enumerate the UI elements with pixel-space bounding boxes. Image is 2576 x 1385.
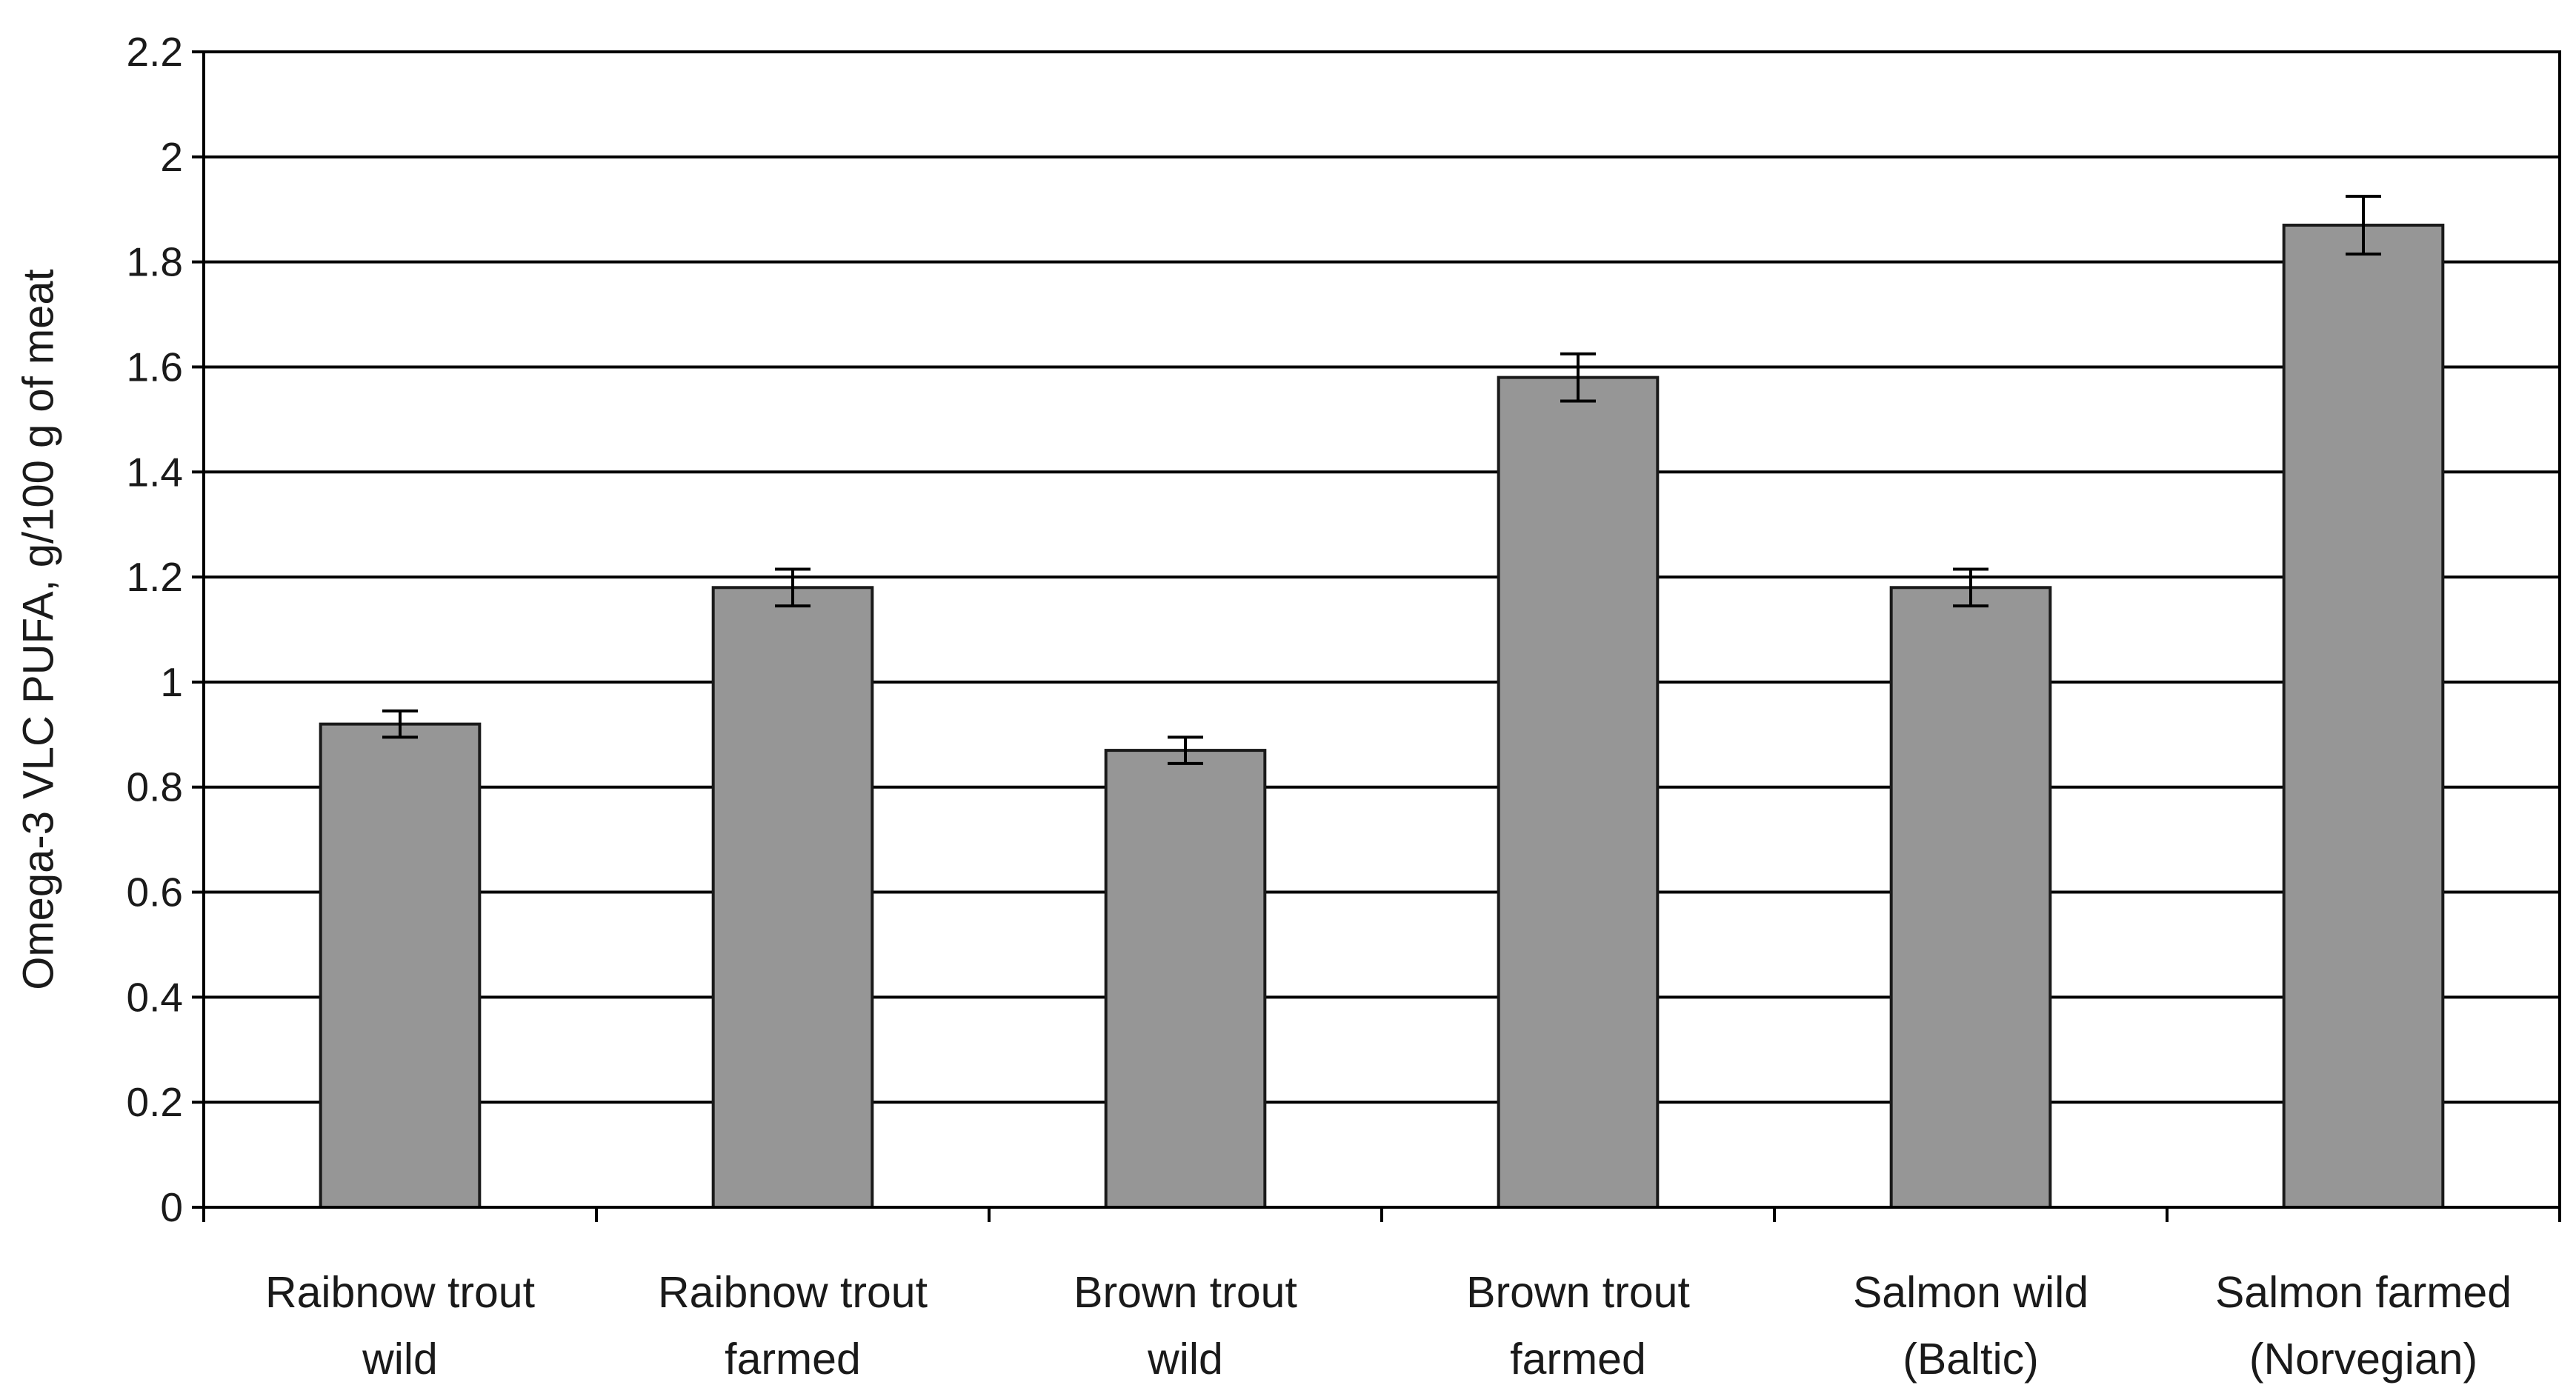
bar	[319, 722, 482, 1209]
x-tick-label: Brown trout	[1074, 1268, 1297, 1317]
x-tick-label: farmed	[725, 1335, 861, 1384]
plot-frame	[202, 50, 2561, 1209]
y-tick-labels: 0 0.2 0.4 0.6 0.8 1 1.2 1.4 1.6 1.8 2 2.2	[127, 29, 183, 1230]
y-tick-label: 1.4	[127, 449, 183, 495]
bar	[2282, 224, 2445, 1209]
x-tick-label: wild	[1147, 1335, 1223, 1384]
x-tick-label: Raibnow trout	[265, 1268, 535, 1317]
x-tick-label: farmed	[1510, 1335, 1646, 1384]
y-tick-label: 0	[160, 1184, 183, 1230]
x-tick-labels: Raibnow trout wild Raibnow trout farmed Brow…	[265, 1268, 2512, 1384]
y-tick-label: 0.2	[127, 1079, 183, 1125]
y-tick-label: 0.4	[127, 974, 183, 1020]
x-tick-label: (Norvegian)	[2249, 1335, 2477, 1384]
y-tick-label: 1	[160, 659, 183, 705]
bar	[1497, 376, 1660, 1209]
gridlines	[204, 50, 2560, 1104]
y-tick-label: 1.8	[127, 239, 183, 285]
x-tick-label: Brown trout	[1466, 1268, 1690, 1317]
x-tick-label: wild	[362, 1335, 438, 1384]
axes	[192, 50, 2561, 1222]
y-tick-label: 1.2	[127, 554, 183, 600]
bar	[1889, 586, 2052, 1209]
y-tick-label: 2.2	[127, 29, 183, 75]
x-tick-label: Raibnow trout	[658, 1268, 928, 1317]
bar	[711, 586, 874, 1209]
error-bars	[382, 195, 2381, 765]
y-tick-label: 0.8	[127, 764, 183, 810]
bars	[319, 224, 2445, 1209]
x-tick-label: (Baltic)	[1903, 1335, 2039, 1384]
y-tick-label: 2	[160, 134, 183, 180]
x-tick-label: Salmon farmed	[2215, 1268, 2512, 1317]
bar	[1104, 749, 1267, 1209]
x-tick-label: Salmon wild	[1853, 1268, 2089, 1317]
y-tick-label: 1.6	[127, 344, 183, 390]
y-axis-label: Omega-3 VLC PUFA, g/100 g of meat	[15, 269, 63, 990]
y-tick-label: 0.6	[127, 870, 183, 915]
